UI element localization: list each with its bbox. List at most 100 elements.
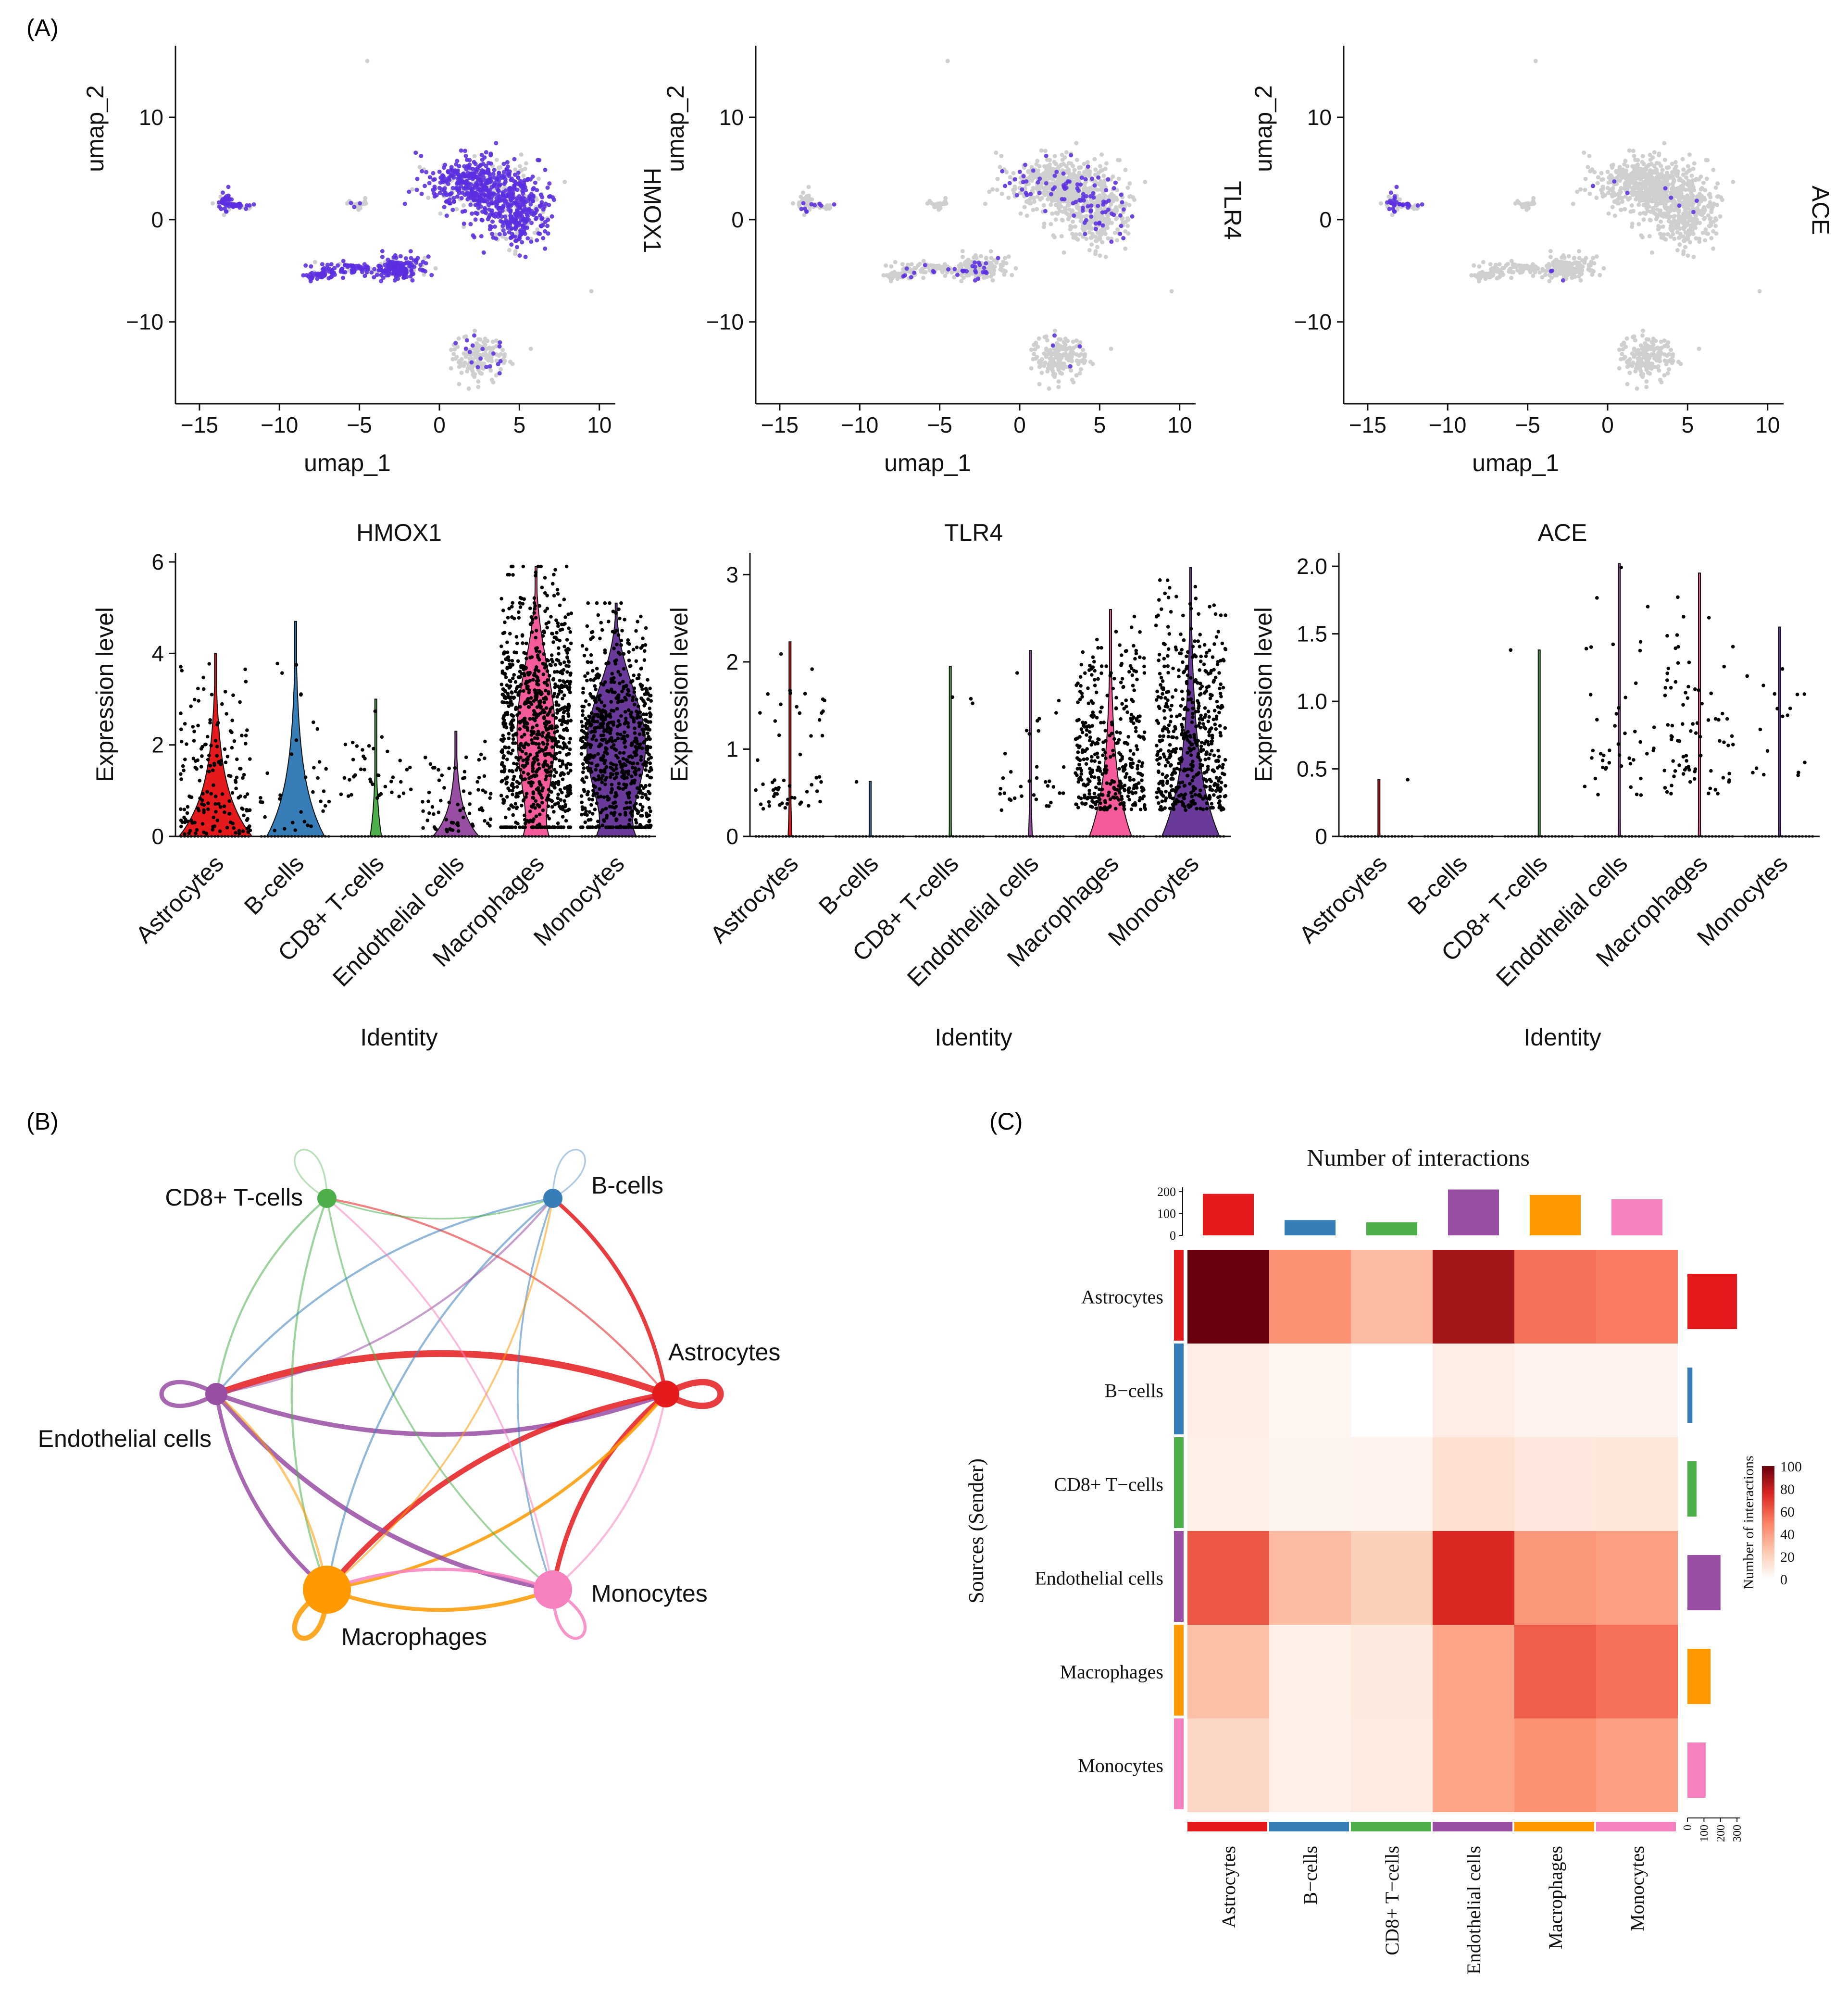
- umap-cell: [1127, 181, 1132, 186]
- umap-cell: [1547, 279, 1552, 284]
- umap-cell-expressing: [984, 261, 988, 266]
- umap-cell-expressing: [538, 224, 543, 228]
- umap-cell: [1698, 187, 1703, 192]
- umap-cell-expressing: [513, 225, 518, 230]
- umap-cell: [1633, 157, 1637, 162]
- umap-cell-expressing: [394, 269, 399, 273]
- umap-cell-expressing: [455, 194, 460, 199]
- umap-cell: [921, 275, 926, 280]
- umap-cell-expressing: [1054, 170, 1059, 174]
- umap-cell: [524, 161, 528, 166]
- umap-cell: [901, 267, 905, 272]
- umap-cell: [1684, 170, 1689, 175]
- umap-cell: [1038, 363, 1043, 368]
- umap-cell-expressing: [535, 238, 539, 243]
- umap-cell-expressing: [463, 346, 468, 351]
- umap-cell-expressing: [424, 170, 429, 174]
- umap-cell: [1074, 158, 1079, 162]
- umap-cell: [1057, 187, 1062, 192]
- umap-cell: [1051, 373, 1056, 377]
- umap-cell-expressing: [1044, 153, 1049, 158]
- umap-cell: [1077, 170, 1082, 175]
- umap-cell: [1660, 168, 1665, 173]
- umap-cell-expressing: [484, 187, 488, 192]
- umap-cell: [1699, 199, 1704, 203]
- umap-cell-expressing: [1083, 177, 1088, 182]
- umap-cell: [1066, 161, 1071, 165]
- umap-cell: [1071, 235, 1076, 240]
- umap-cell: [1592, 170, 1597, 174]
- umap-cell: [1654, 167, 1659, 172]
- umap-cell-expressing: [487, 213, 492, 218]
- umap-cell: [426, 196, 431, 200]
- umap-cell: [1647, 179, 1652, 184]
- umap-cell: [1698, 221, 1702, 225]
- umap-cell: [1675, 230, 1680, 235]
- umap-cell: [1082, 162, 1086, 166]
- umap-cell: [1561, 274, 1566, 279]
- umap-cell: [1655, 207, 1660, 212]
- umap-cell: [1631, 149, 1636, 153]
- umap-cell: [1677, 235, 1682, 240]
- umap-cell-expressing: [1083, 232, 1087, 236]
- umap-cell: [1680, 187, 1685, 192]
- umap-cell-expressing: [812, 203, 817, 208]
- umap-cell-expressing: [1118, 213, 1123, 218]
- umap-cell: [1096, 170, 1101, 175]
- umap-cell: [1011, 171, 1016, 175]
- umap-cell-expressing: [536, 231, 541, 236]
- umap-cell: [1599, 171, 1604, 175]
- umap-cell: [960, 255, 965, 259]
- umap-cell: [469, 366, 474, 371]
- umap-cell-expressing: [321, 274, 325, 278]
- x-tick-label: 5: [1094, 412, 1106, 437]
- umap-cell-expressing: [336, 263, 340, 268]
- umap-cell-expressing: [418, 267, 423, 272]
- umap-cell: [1657, 153, 1661, 158]
- umap-cell: [1709, 210, 1714, 214]
- umap-cell: [1056, 379, 1061, 384]
- umap-cell: [1703, 227, 1708, 232]
- umap-cell-expressing: [402, 270, 407, 274]
- umap-cell: [1647, 234, 1652, 238]
- umap-cell-expressing: [444, 213, 449, 218]
- umap-cell: [1713, 224, 1718, 228]
- umap-cell-expressing: [512, 200, 517, 205]
- umap-cell: [990, 187, 995, 192]
- umap-cell: [1099, 152, 1104, 157]
- umap-cell: [417, 165, 422, 170]
- umap-cell: [477, 353, 482, 358]
- umap-cell: [1032, 199, 1036, 204]
- umap-cell: [1089, 235, 1094, 240]
- umap-cell-expressing: [472, 235, 476, 239]
- umap-cell: [1547, 273, 1552, 277]
- umap-cell-expressing: [1103, 210, 1108, 214]
- umap-cell: [1082, 354, 1087, 359]
- umap-cell-expressing: [1109, 239, 1114, 244]
- umap-cell: [456, 336, 461, 341]
- umap-cell: [474, 345, 479, 350]
- umap-cell: [1606, 211, 1611, 216]
- umap-cell: [1690, 181, 1694, 186]
- umap-cell: [1628, 179, 1633, 184]
- umap-cell-expressing: [511, 195, 516, 200]
- umap-cell: [1047, 386, 1051, 391]
- umap-cell: [1658, 232, 1663, 236]
- umap-cell: [1109, 347, 1113, 351]
- umap-cell-expressing: [494, 204, 499, 209]
- umap-cell-expressing: [1037, 190, 1042, 195]
- umap-cell-expressing: [514, 181, 519, 186]
- umap-cell-expressing: [419, 191, 424, 196]
- umap-cell: [998, 267, 1003, 272]
- umap-cell-expressing: [545, 224, 550, 228]
- x-tick-label: −15: [761, 412, 799, 437]
- umap-cell: [1688, 240, 1693, 245]
- umap-cell-expressing: [477, 172, 482, 177]
- umap-cell: [1061, 362, 1066, 367]
- umap-cell: [1620, 199, 1624, 204]
- umap-cell: [990, 265, 994, 270]
- x-axis-label: umap_1: [304, 449, 391, 476]
- umap-cell: [452, 347, 457, 352]
- umap-cell: [1049, 356, 1053, 361]
- umap-cell: [1640, 154, 1645, 159]
